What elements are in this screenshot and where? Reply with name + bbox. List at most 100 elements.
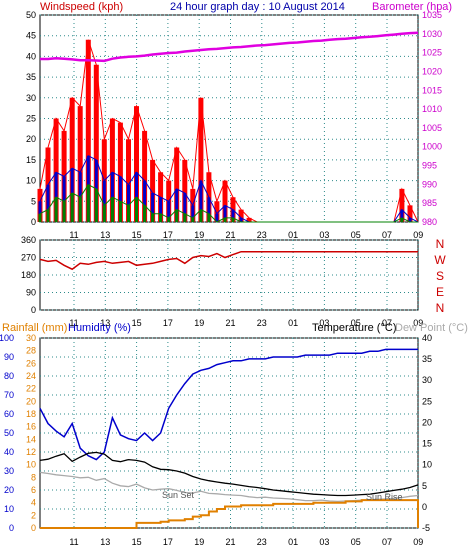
dir-xtick: 15 (132, 318, 142, 328)
wind-ytick: 45 (26, 31, 36, 41)
wind-xtick: 01 (288, 230, 298, 240)
wind-xtick: 13 (100, 230, 110, 240)
compass-label: N (436, 301, 445, 315)
temp-xtick: 11 (69, 537, 78, 547)
sunrise-label: Sun Rise (366, 492, 403, 502)
baro-ytick: 990 (422, 179, 437, 189)
humidity-ytick: 60 (4, 409, 14, 419)
wind-ytick: 25 (26, 114, 36, 124)
rain-ytick: 24 (26, 371, 36, 381)
low-line (39, 184, 418, 223)
baro-ytick: 995 (422, 161, 437, 171)
wind-ytick: 50 (26, 10, 36, 20)
humidity-ytick: 40 (4, 447, 14, 457)
dir-xtick: 11 (69, 318, 78, 328)
humidity-ytick: 30 (4, 466, 14, 476)
temp-ytick: 0 (422, 502, 427, 512)
dir-ytick: 0 (31, 305, 36, 315)
wind-ytick: 35 (26, 72, 36, 82)
humidity-ytick: 70 (4, 390, 14, 400)
temperature-line (39, 451, 419, 497)
humidity-legend: Humidity (%) (68, 322, 131, 334)
dir-ytick: 360 (21, 235, 36, 245)
baro-ytick: 1030 (422, 29, 442, 39)
wind-xtick: 19 (194, 230, 204, 240)
rain-ytick: 30 (26, 333, 36, 343)
dir-ytick: 90 (26, 288, 36, 298)
baro-ytick: 1010 (422, 104, 442, 114)
direction-line (39, 250, 418, 271)
wind-xtick: 03 (319, 230, 329, 240)
humidity-ytick: 80 (4, 371, 14, 381)
wind-xtick: 05 (351, 230, 361, 240)
temp-ytick: 25 (422, 396, 432, 406)
rain-ytick: 18 (26, 409, 36, 419)
dir-xtick: 21 (225, 318, 235, 328)
temp-xtick: 21 (225, 537, 235, 547)
wind-xtick: 17 (163, 230, 173, 240)
humidity-ytick: 50 (4, 428, 14, 438)
rainfall-line (40, 499, 419, 529)
wind-xtick: 15 (132, 230, 142, 240)
wind-ytick: 10 (26, 176, 36, 186)
dir-xtick: 23 (257, 318, 267, 328)
humidity-ytick: 0 (9, 523, 14, 533)
dir-xtick: 19 (194, 318, 204, 328)
temp-ytick: 20 (422, 417, 432, 427)
rain-ytick: 2 (31, 510, 36, 520)
temp-xtick: 19 (194, 537, 204, 547)
temp-xtick: 13 (100, 537, 110, 547)
rain-ytick: 10 (26, 460, 36, 470)
compass-label: S (436, 269, 444, 283)
rainfall-legend: Rainfall (mm) (2, 322, 67, 334)
temp-ytick: 30 (422, 375, 432, 385)
humidity-ytick: 100 (0, 333, 14, 343)
rain-ytick: 28 (26, 346, 36, 356)
baro-ytick: 980 (422, 217, 437, 227)
temp-xtick: 01 (288, 537, 298, 547)
temp-ytick: 35 (422, 354, 432, 364)
temp-ytick: -5 (422, 523, 430, 533)
rain-ytick: 16 (26, 422, 36, 432)
wind-ytick: 0 (31, 217, 36, 227)
rain-ytick: 4 (31, 498, 36, 508)
dir-xtick: 03 (319, 318, 329, 328)
temp-xtick: 03 (319, 537, 329, 547)
rain-ytick: 6 (31, 485, 36, 495)
dir-xtick: 01 (288, 318, 298, 328)
baro-ytick: 985 (422, 198, 437, 208)
rain-ytick: 20 (26, 396, 36, 406)
dir-ytick: 180 (21, 270, 36, 280)
dir-xtick: 09 (413, 318, 423, 328)
wind-xtick: 09 (413, 230, 423, 240)
windspeed-title: Windspeed (kph) (40, 1, 123, 13)
wind-xtick: 11 (69, 230, 78, 240)
rain-ytick: 14 (26, 434, 36, 444)
dir-xtick: 07 (382, 318, 392, 328)
temp-series (39, 348, 419, 529)
temp-ytick: 40 (422, 333, 432, 343)
wind-xtick: 21 (225, 230, 235, 240)
baro-ytick: 1000 (422, 142, 442, 152)
dewpoint-legend: Dew Point (°C) (395, 322, 468, 334)
baro-ytick: 1015 (422, 85, 442, 95)
temp-ytick: 5 (422, 481, 427, 491)
temp-panel (39, 337, 419, 529)
dir-xtick: 05 (351, 318, 361, 328)
compass-label: E (436, 285, 444, 299)
baro-ytick: 1020 (422, 66, 442, 76)
wind-ytick: 15 (26, 155, 36, 165)
wind-series (37, 31, 419, 223)
rain-ytick: 0 (31, 523, 36, 533)
barometer-line (40, 31, 419, 63)
barometer-title: Barometer (hpa) (372, 1, 452, 13)
rain-ytick: 8 (31, 472, 36, 482)
dir-xtick: 17 (163, 318, 173, 328)
compass-label: W (434, 253, 446, 267)
baro-ytick: 1025 (422, 48, 442, 58)
wind-ytick: 30 (26, 93, 36, 103)
baro-ytick: 1005 (422, 123, 442, 133)
direction-series (39, 250, 418, 271)
temp-xtick: 07 (382, 537, 392, 547)
